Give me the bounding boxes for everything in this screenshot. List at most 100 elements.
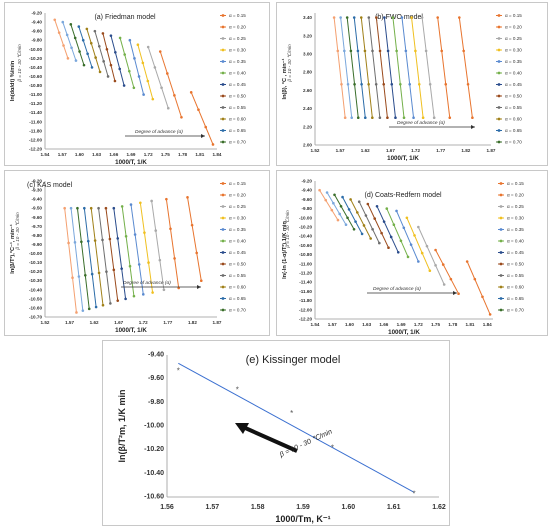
y-tick-label: -9.60 [302, 197, 313, 202]
x-tick-label: 1.60 [345, 322, 354, 327]
data-point: * [236, 385, 239, 394]
y-tick-label: -10.00 [299, 215, 312, 220]
legend-swatch [221, 216, 225, 220]
data-point [75, 311, 78, 314]
data-point [417, 83, 421, 86]
y-tick-label: -9.20 [32, 179, 43, 184]
legend-label: α = 0.60 [229, 285, 246, 290]
series-line [333, 17, 346, 118]
y-tick-label: -9.20 [32, 11, 43, 16]
legend-swatch [497, 106, 501, 109]
legend-swatch [499, 193, 503, 197]
legend-swatch [497, 94, 501, 98]
data-point [457, 292, 460, 295]
legend-label: α = 0.30 [229, 48, 246, 53]
series-line [147, 46, 169, 109]
y-tick-label: -10.60 [144, 494, 164, 501]
data-point [428, 83, 432, 86]
data-point [180, 115, 183, 119]
chart-kissinger: 1.56 1.57 1.58 1.59 1.60 1.61 1.62 -9.40 -9.60 -9… [117, 352, 446, 525]
data-point [425, 244, 429, 248]
series-line [375, 17, 388, 118]
chart-coats-redfern: 1.54 1.57 1.60 1.63 1.66 1.69 1.72 1.75 1.78 1.81… [281, 179, 524, 336]
y-tick-label: 3.00 [303, 51, 312, 56]
data-point [387, 246, 390, 249]
data-point [141, 293, 145, 296]
series-line [435, 249, 459, 294]
y-tick-label: 2.60 [303, 88, 312, 93]
data-point [166, 106, 170, 110]
x-tick-label: 1.63 [92, 152, 101, 157]
series-line [319, 189, 339, 221]
x-axis-label: 1000/T, 1/K [115, 159, 147, 165]
y-tick-label: -10.40 [144, 470, 164, 477]
series-line [401, 17, 415, 118]
y-tick-label: -9.80 [32, 38, 43, 43]
legend-label: α = 0.55 [505, 105, 522, 110]
data-point [127, 69, 131, 73]
y-tick-label: -10.60 [29, 305, 42, 310]
x-tick-label: 1.60 [342, 504, 356, 511]
y-tick-label: -10.40 [299, 234, 312, 239]
data-point [462, 49, 465, 53]
legend-label: α = 0.15 [229, 13, 246, 18]
x-tick-label: 1.57 [58, 152, 67, 157]
data-point [412, 116, 415, 119]
data-point [417, 260, 420, 263]
legend-label: α = 0.30 [229, 216, 246, 221]
series-line [458, 17, 473, 118]
data-point [141, 61, 145, 65]
y-tick-label: -11.00 [29, 92, 42, 97]
x-tick-label: 1.87 [487, 148, 496, 153]
data-point [399, 83, 402, 86]
series-line [137, 44, 154, 100]
fit-line [178, 362, 415, 493]
x-tick-label: 1.52 [311, 148, 320, 153]
data-point [98, 70, 102, 74]
data-point [432, 116, 436, 119]
advance-arrow-head [453, 291, 457, 295]
legend-swatch [499, 297, 503, 300]
legend-swatch [221, 129, 225, 132]
series-line [83, 208, 97, 308]
data-point [360, 232, 364, 236]
data-point [420, 16, 424, 19]
legend-label: α = 0.25 [229, 36, 246, 41]
data-point [360, 83, 363, 86]
legend-swatch [221, 25, 225, 29]
data-point [129, 203, 133, 206]
data-point [105, 47, 109, 51]
legend-label: α = 0.65 [229, 296, 246, 301]
data-point [318, 188, 321, 192]
x-tick-label: 1.52 [41, 320, 50, 325]
data-point [413, 234, 416, 237]
legend-swatch [497, 48, 501, 52]
data-point [93, 29, 97, 33]
data-point [428, 269, 432, 272]
x-tick-label: 1.72 [144, 152, 153, 157]
x-tick-label: 1.54 [311, 322, 320, 327]
chart-fwo: 1.52 1.57 1.62 1.67 1.72 1.77 1.82 1.87 3.40 3.20… [281, 13, 522, 162]
data-point [396, 251, 400, 254]
data-point [86, 239, 90, 243]
data-point [399, 239, 403, 243]
data-point [73, 36, 77, 40]
y-tick-label: -10.40 [29, 287, 42, 292]
legend-swatch [497, 37, 501, 40]
legend-swatch [221, 140, 225, 144]
y-axis-label: ln(dα/dt) %/min [10, 60, 16, 101]
legend-label: α = 0.40 [505, 71, 522, 76]
series-line [64, 208, 77, 313]
data-point [404, 49, 408, 53]
legend-swatch [221, 297, 225, 300]
series-line [165, 199, 180, 289]
data-point [330, 208, 334, 212]
chart-title: (e) Kissinger model [246, 354, 341, 366]
data-point [405, 216, 409, 220]
data-point [113, 79, 117, 83]
data-point [380, 231, 383, 235]
legend-swatch [499, 262, 503, 266]
data-point: * [331, 443, 334, 452]
series-line [54, 19, 69, 59]
data-point [190, 223, 194, 227]
